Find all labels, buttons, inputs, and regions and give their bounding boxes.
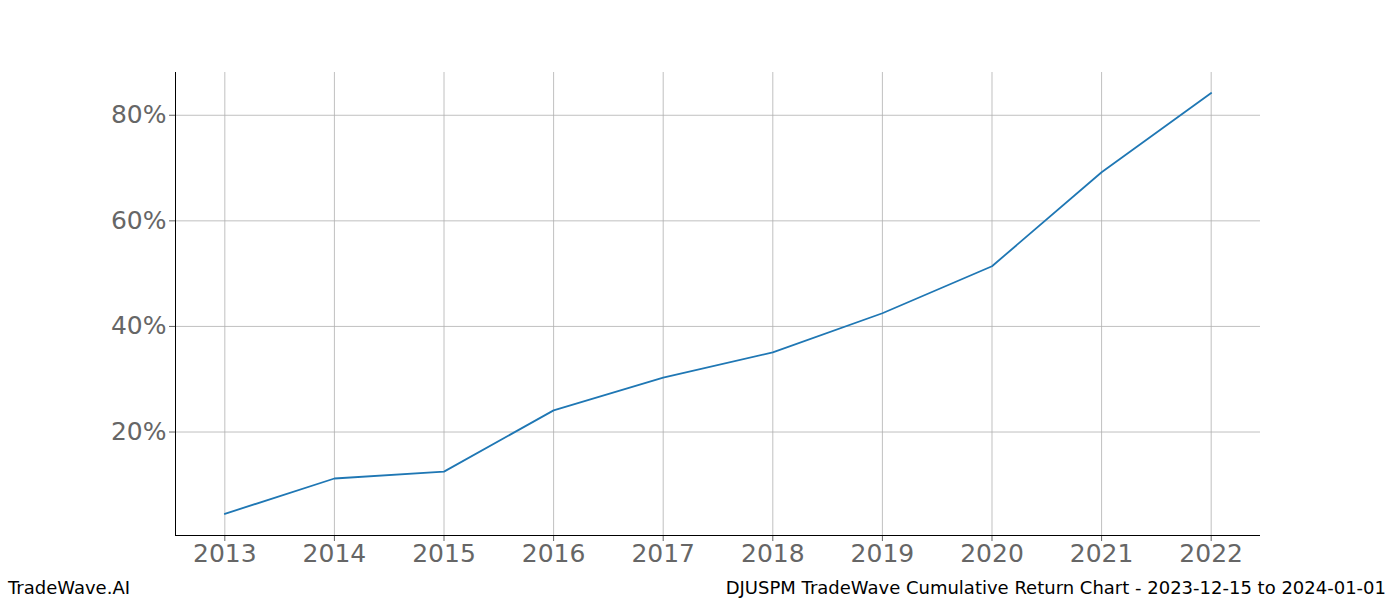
svg-text:2013: 2013 — [193, 539, 257, 568]
svg-text:2014: 2014 — [303, 539, 367, 568]
html-text:TradeWave.AI: TradeWave.AI — [8, 577, 130, 598]
svg-text:2022: 2022 — [1179, 539, 1243, 568]
svg-text:2019: 2019 — [851, 539, 915, 568]
svg-text:2015: 2015 — [412, 539, 476, 568]
svg-text:2016: 2016 — [522, 539, 586, 568]
html-text:DJUSPM TradeWave Cumulative Re: DJUSPM TradeWave Cumulative Return Chart… — [725, 577, 1386, 598]
svg-text:2017: 2017 — [631, 539, 695, 568]
svg-text:80%: 80% — [111, 100, 167, 129]
svg-text:2020: 2020 — [960, 539, 1024, 568]
svg-text:2021: 2021 — [1070, 539, 1134, 568]
svg-text:2018: 2018 — [741, 539, 805, 568]
svg-text:60%: 60% — [111, 206, 167, 235]
svg-text:20%: 20% — [111, 417, 167, 446]
svg-text:40%: 40% — [111, 311, 167, 340]
